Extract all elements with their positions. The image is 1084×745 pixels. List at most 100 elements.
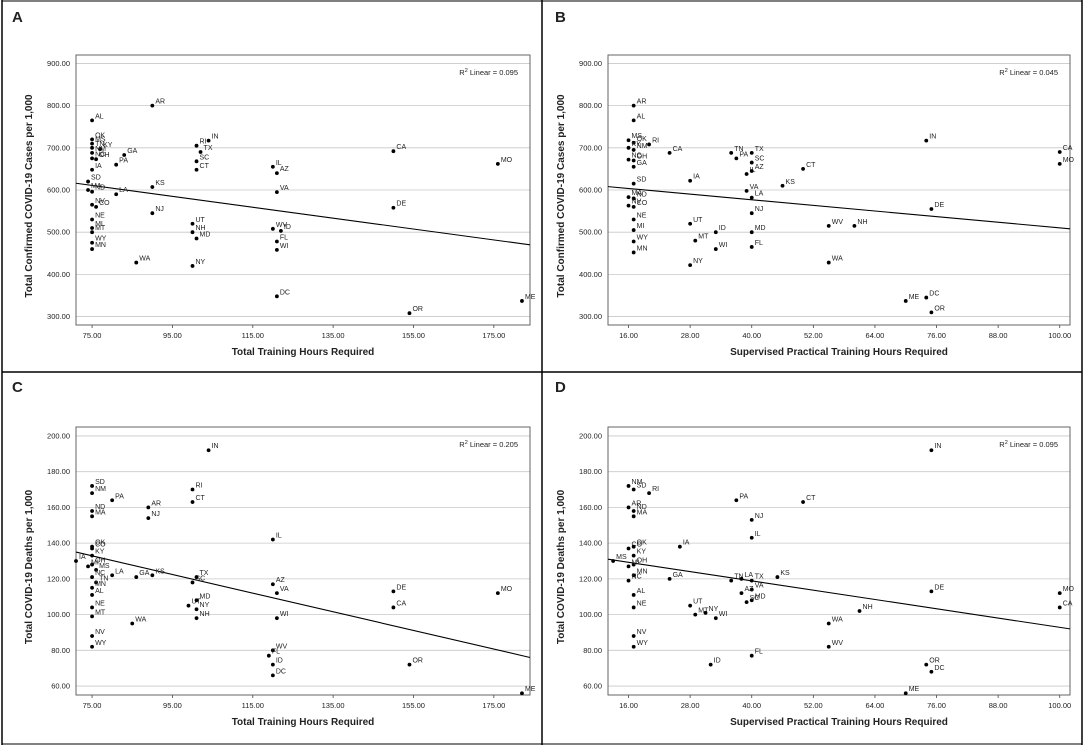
point-label-ga: GA — [637, 160, 647, 167]
point-label-sc: SC — [196, 575, 206, 582]
point-label-mo: MO — [501, 157, 513, 164]
data-point-wy — [631, 644, 636, 649]
x-tick-label: 88.00 — [989, 701, 1008, 710]
point-label-fl: FL — [755, 649, 763, 656]
data-point-md — [749, 230, 754, 235]
point-label-wy: WY — [95, 640, 107, 647]
r2-annotation: R2 Linear = 0.045 — [999, 68, 1058, 77]
point-label-va: VA — [750, 184, 759, 191]
x-tick-label: 16.00 — [619, 701, 638, 710]
point-label-mn: MN — [95, 581, 106, 588]
point-label-sd: SD — [91, 175, 101, 182]
fit-line — [607, 186, 1071, 230]
point-label-in: IN — [934, 443, 941, 450]
y-axis-title: Total COVID-19 Deaths per 1,000 — [556, 489, 567, 644]
data-point-mi — [86, 564, 90, 569]
data-point-dc — [270, 673, 275, 678]
point-label-ct: CT — [806, 162, 816, 169]
point-label-md: MD — [755, 225, 766, 232]
plot-area — [75, 54, 531, 326]
point-label-tn: TN — [95, 141, 104, 148]
point-label-ri: RI — [196, 483, 203, 490]
point-label-mt: MT — [95, 225, 106, 232]
data-point-co — [631, 204, 636, 209]
data-point-ut — [186, 603, 191, 608]
data-point-mt — [693, 238, 698, 243]
data-point-ne — [631, 217, 636, 222]
point-label-in: IN — [212, 443, 219, 450]
x-tick-label: 75.00 — [83, 331, 102, 340]
data-point-nd — [631, 196, 636, 201]
point-label-tn: TN — [99, 575, 108, 582]
x-tick-label: 155.00 — [402, 331, 425, 340]
x-axis-title: Total Training Hours Required — [232, 347, 375, 358]
data-point-az — [739, 591, 744, 596]
point-label-ma: MA — [637, 509, 648, 516]
point-label-la: LA — [115, 568, 124, 575]
point-label-mi: MI — [632, 559, 640, 566]
data-point-nd — [90, 189, 94, 194]
point-label-in: IN — [929, 134, 936, 141]
data-point-az — [270, 582, 275, 587]
point-label-ri: RI — [652, 137, 659, 144]
data-point-ky — [626, 145, 631, 150]
x-tick-label: 115.00 — [242, 331, 264, 340]
x-tick-label: 175.00 — [482, 701, 505, 710]
data-point-il — [270, 164, 275, 169]
point-label-tx: TX — [755, 146, 764, 153]
point-label-pa: PA — [119, 158, 128, 165]
r2-annotation: R2 Linear = 0.095 — [999, 440, 1058, 449]
data-point-oh — [631, 158, 636, 163]
data-point-id — [270, 662, 275, 667]
point-label-nd: ND — [637, 504, 647, 511]
point-label-mn: MN — [637, 245, 648, 252]
point-label-ga: GA — [127, 148, 137, 155]
point-label-oh: OH — [95, 558, 106, 565]
point-label-wa: WA — [139, 256, 150, 263]
data-point-ny — [688, 263, 693, 267]
point-label-ar: AR — [155, 99, 165, 106]
point-label-ca: CA — [673, 146, 683, 153]
r2-prefix: R — [999, 440, 1005, 449]
x-tick-label: 64.00 — [866, 331, 885, 340]
point-label-ar: AR — [637, 99, 647, 106]
data-point-ks — [775, 575, 780, 579]
r2-prefix: R — [999, 68, 1005, 77]
point-label-sc: SC — [755, 156, 765, 163]
panel-label: A — [12, 9, 23, 26]
data-point-nv — [626, 203, 631, 208]
data-point-in — [206, 138, 211, 143]
point-label-ne: NE — [637, 213, 647, 220]
point-label-ok: OK — [637, 540, 647, 547]
data-point-ct — [801, 500, 805, 504]
point-label-wv: WV — [832, 640, 844, 647]
data-point-al — [90, 593, 94, 597]
x-axis-title: Total Training Hours Required — [232, 717, 375, 728]
point-label-tn: TN — [734, 146, 743, 153]
point-label-ma: MA — [91, 183, 102, 190]
data-point-ia — [90, 167, 94, 172]
x-tick-label: 155.00 — [402, 701, 425, 710]
data-point-az — [274, 171, 279, 176]
point-label-ar: AR — [632, 500, 642, 507]
y-tick-label: 600.00 — [47, 186, 70, 195]
data-point-pa — [110, 498, 115, 503]
data-point-mo — [495, 161, 500, 166]
x-tick-label: 95.00 — [163, 331, 182, 340]
point-label-co: CO — [637, 200, 648, 207]
data-point-mi — [626, 564, 631, 569]
point-label-sc: SC — [200, 154, 210, 161]
data-point-tn — [94, 580, 98, 585]
data-point-nh — [857, 609, 862, 613]
data-point-ok — [631, 544, 636, 549]
data-point-tn — [90, 145, 94, 150]
data-point-ms — [94, 568, 98, 572]
data-point-wi — [713, 616, 718, 621]
data-point-in — [929, 448, 934, 453]
point-label-dc: DC — [929, 291, 939, 298]
y-tick-label: 800.00 — [579, 101, 602, 110]
point-label-or: OR — [412, 658, 423, 665]
point-label-nv: NV — [637, 629, 647, 636]
y-tick-label: 140.00 — [579, 539, 602, 548]
